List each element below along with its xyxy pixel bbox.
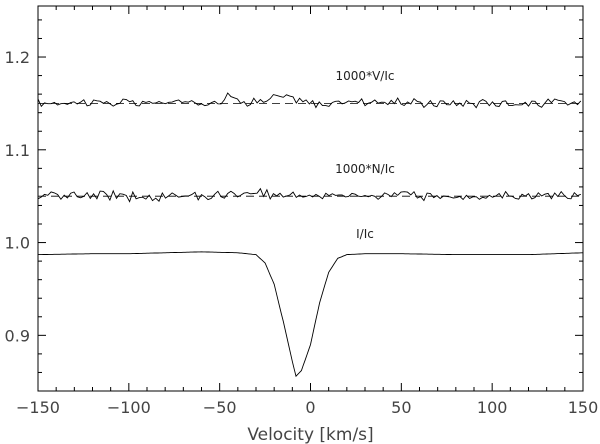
- series-annotation: 1000*V/Ic: [336, 69, 395, 83]
- x-axis-title: Velocity [km/s]: [247, 425, 373, 444]
- series-layer: [37, 92, 583, 378]
- x-tick-label: −100: [107, 398, 151, 417]
- series-annotation: 1000*N/Ic: [335, 162, 395, 176]
- plot-area: [37, 5, 584, 392]
- y-tick-label: 1.1: [5, 141, 30, 160]
- y-tick-label: 1.0: [5, 234, 30, 253]
- series-annotation: I/Ic: [356, 227, 374, 241]
- series-line-stokes-v: [37, 92, 582, 109]
- x-tick-label: 100: [477, 398, 508, 417]
- x-tick-label: −50: [203, 398, 237, 417]
- plot-frame: [37, 5, 584, 392]
- x-tick-label: 0: [305, 398, 315, 417]
- x-tick-label: 150: [568, 398, 599, 417]
- series-line-stokes-i: [38, 251, 583, 378]
- ticks-layer: [37, 6, 584, 392]
- reference-lines: [38, 103, 583, 197]
- series-line-null-n: [37, 187, 581, 203]
- x-tick-label: 50: [391, 398, 411, 417]
- annotations-layer: 1000*V/Ic 1000*N/Ic I/Ic: [335, 69, 395, 241]
- x-tick-label: −150: [16, 398, 60, 417]
- y-tick-label: 0.9: [5, 326, 30, 345]
- tick-labels-layer: −150 −100 −50 0 50 100 150 0.9 1.0 1.1 1.2: [5, 48, 599, 417]
- y-tick-label: 1.2: [5, 48, 30, 67]
